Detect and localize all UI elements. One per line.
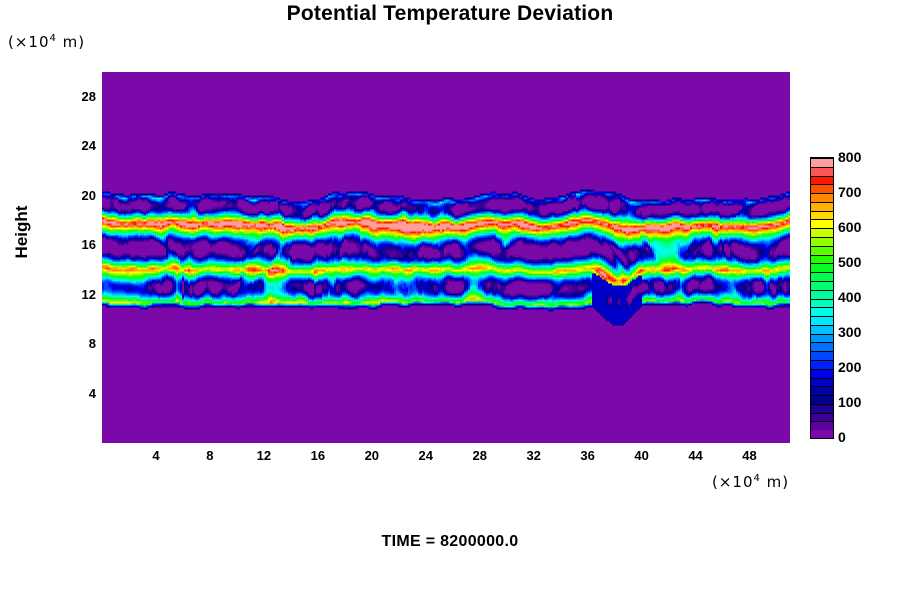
colorbar-band [811, 430, 833, 438]
x-axis-tick-label: 32 [526, 448, 541, 463]
colorbar-band [811, 245, 833, 255]
colorbar-band [811, 368, 833, 378]
time-annotation: TIME = 8200000.0 [381, 533, 519, 550]
colorbar-band [811, 351, 833, 360]
x-axis-tick-label: 36 [580, 448, 595, 463]
x-unit-suffix: m) [760, 473, 790, 491]
x-axis-tick-label: 16 [310, 448, 326, 463]
colorbar-band [811, 210, 833, 220]
colorbar-band [811, 193, 833, 202]
y-axis-tick-label: 20 [81, 187, 96, 203]
colorbar-tick-label: 100 [838, 394, 862, 410]
y-axis-tick-label: 24 [81, 138, 96, 154]
colorbar-band [811, 175, 833, 185]
colorbar-band [811, 324, 833, 334]
colorbar-band [811, 201, 833, 211]
colorbar-band [811, 412, 833, 422]
colorbar-band [811, 421, 833, 431]
colorbar-band [811, 377, 833, 387]
colorbar-band [811, 342, 833, 352]
colorbar-tick-label: 200 [838, 359, 862, 375]
colorbar-tick-container: 0 100 200 300 400 500 600 700 800 [838, 149, 898, 450]
x-unit-exponent: 4 [753, 473, 761, 484]
y-unit-suffix: m) [56, 33, 86, 51]
x-axis-tick-label: 28 [472, 448, 487, 463]
colorbar-band [811, 395, 833, 404]
colorbar-band [811, 289, 833, 299]
colorbar-band [811, 333, 833, 343]
colorbar-band [811, 272, 833, 281]
x-axis-tick-label: 44 [688, 448, 703, 463]
temperature-field-canvas [102, 72, 790, 443]
y-axis-tick-label: 8 [88, 336, 96, 352]
colorbar-band [811, 184, 833, 194]
colorbar-band [811, 307, 833, 317]
colorbar-band [811, 254, 833, 264]
x-axis-tick-label: 48 [742, 448, 757, 463]
x-axis-tick-label: 12 [256, 448, 272, 463]
colorbar-tick-label: 400 [838, 289, 862, 305]
y-axis-tick-label: 4 [88, 385, 96, 401]
y-axis-tick-label: 16 [81, 237, 96, 253]
x-axis-unit-label: (×104 m) [712, 473, 789, 491]
colorbar-band [811, 298, 833, 308]
y-axis-unit-label: (×104 m) [8, 33, 85, 51]
x-axis-tick-label: 20 [364, 448, 380, 463]
colorbar-band [811, 219, 833, 229]
colorbar-band [811, 237, 833, 246]
colorbar-tick-label: 300 [838, 324, 862, 340]
colorbar-tick-label: 0 [838, 429, 846, 445]
y-axis-title: Height [12, 205, 31, 259]
y-axis-tick-label: 12 [81, 286, 96, 302]
x-axis-tick-label: 40 [634, 448, 649, 463]
y-unit-exponent: 4 [49, 33, 57, 44]
y-unit-prefix: (×10 [8, 33, 50, 51]
colorbar-tick-label: 700 [838, 184, 862, 200]
x-axis-tick-label: 8 [206, 448, 214, 463]
y-axis-tick-container: 4 8 12 16 20 24 28 [56, 72, 96, 443]
colorbar-band [811, 166, 833, 176]
colorbar-band [811, 263, 833, 273]
y-axis-tick-label: 28 [81, 88, 96, 104]
colorbar-band [811, 316, 833, 325]
colorbar-band [811, 386, 833, 396]
colorbar-tick-label: 500 [838, 254, 862, 270]
x-unit-prefix: (×10 [712, 473, 754, 491]
colorbar-band [811, 158, 833, 167]
heatmap-plot-area [102, 72, 790, 443]
colorbar-tick-label: 800 [838, 149, 862, 165]
colorbar-band [811, 228, 833, 238]
colorbar-band [811, 280, 833, 290]
colorbar-band [811, 403, 833, 413]
x-axis-tick-label: 24 [418, 448, 433, 463]
x-axis-tick-container: 4 8 12 16 20 24 28 32 36 40 44 48 [102, 448, 790, 468]
page-title: Potential Temperature Deviation [286, 2, 614, 25]
x-axis-tick-label: 4 [152, 448, 160, 463]
colorbar [810, 157, 834, 439]
colorbar-tick-label: 600 [838, 219, 862, 235]
colorbar-band [811, 359, 833, 369]
